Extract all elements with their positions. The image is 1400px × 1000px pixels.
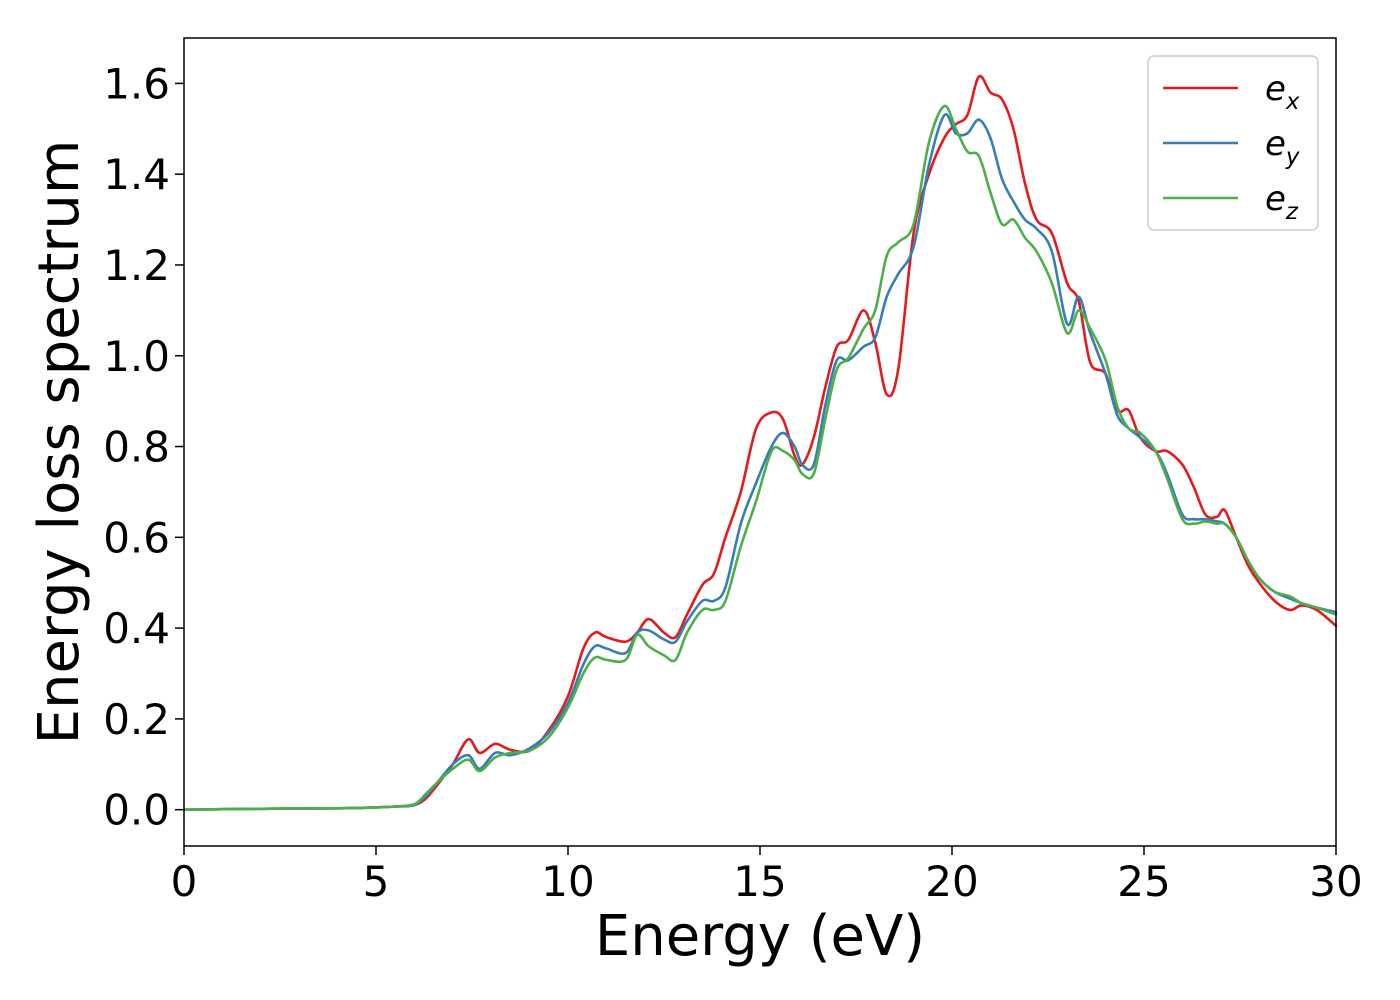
x-tick-label: 30 [1309,857,1362,906]
x-tick-label: 25 [1117,857,1170,906]
legend-label-subscript: x [1285,89,1300,115]
series-line-y [182,113,1338,811]
x-tick-label: 20 [925,857,978,906]
x-tick-label: 15 [733,857,786,906]
series-line-z [182,104,1338,811]
x-tick-label: 10 [541,857,594,906]
y-tick-label: 0.4 [103,604,170,653]
y-tick-label: 0.2 [103,695,170,744]
legend-label-y: ey [1265,124,1300,170]
legend-label-base: e [1265,69,1286,109]
legend-label-base: e [1265,179,1286,219]
y-tick-label: 1.6 [103,59,170,108]
legend-label-subscript: z [1285,199,1299,225]
x-tick-label: 5 [363,857,390,906]
y-tick-label: 1.2 [103,241,170,290]
y-axis-title: Energy loss spectrum [27,140,92,745]
legend-label-x: ex [1265,69,1300,115]
legend-label-base: e [1265,124,1286,164]
legend-label-z: ez [1265,179,1299,225]
x-axis-ticks: 0 5 10 15 20 25 30 [171,846,1363,906]
y-tick-label: 0.0 [103,786,170,835]
series-layer [182,74,1338,811]
x-axis-title: Energy (eV) [595,904,925,969]
y-axis-ticks: 0.0 0.2 0.4 0.6 0.8 1.0 1.2 1.4 1.6 [103,59,184,835]
y-tick-label: 0.8 [103,423,170,472]
y-tick-label: 1.4 [103,150,170,199]
y-tick-label: 0.6 [103,513,170,562]
y-tick-label: 1.0 [103,332,170,381]
x-tick-label: 0 [171,857,198,906]
legend-label-subscript: y [1285,144,1300,170]
